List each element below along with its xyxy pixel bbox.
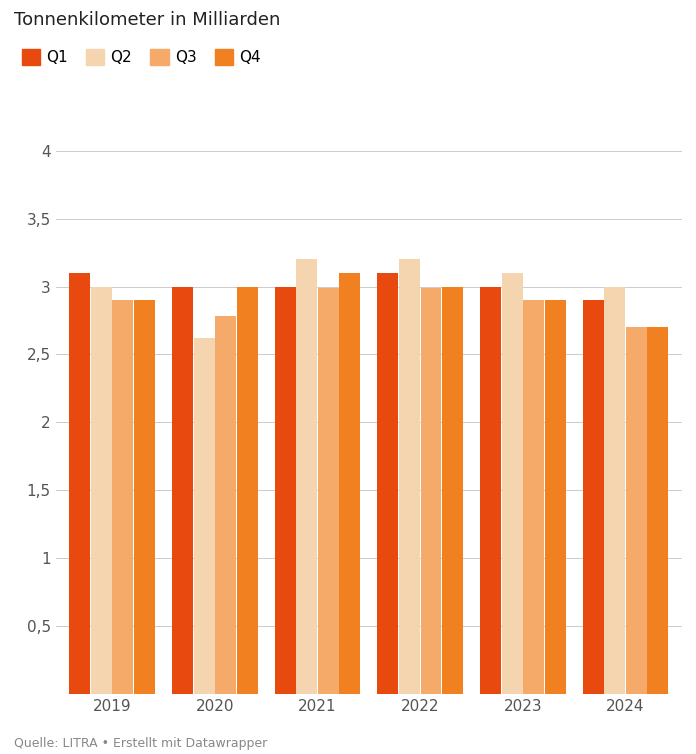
Bar [523,300,544,694]
Bar [340,273,361,694]
Bar [604,287,625,694]
Bar [215,317,236,694]
Bar [296,259,317,694]
Bar [70,273,90,694]
Bar [237,287,258,694]
Bar [193,338,214,694]
Bar [275,287,296,694]
Bar [113,300,134,694]
Bar [647,327,668,694]
Bar [583,300,603,694]
Legend: Q1, Q2, Q3, Q4: Q1, Q2, Q3, Q4 [22,49,261,65]
Text: Tonnenkilometer in Milliarden: Tonnenkilometer in Milliarden [14,11,280,29]
Bar [91,287,112,694]
Bar [134,300,155,694]
Bar [399,259,420,694]
Bar [626,327,647,694]
Text: Quelle: LITRA • Erstellt mit Datawrapper: Quelle: LITRA • Erstellt mit Datawrapper [14,737,267,750]
Bar [318,288,339,694]
Bar [377,273,398,694]
Bar [502,273,523,694]
Bar [545,300,566,694]
Bar [420,288,441,694]
Bar [172,287,193,694]
Bar [442,287,463,694]
Bar [480,287,501,694]
